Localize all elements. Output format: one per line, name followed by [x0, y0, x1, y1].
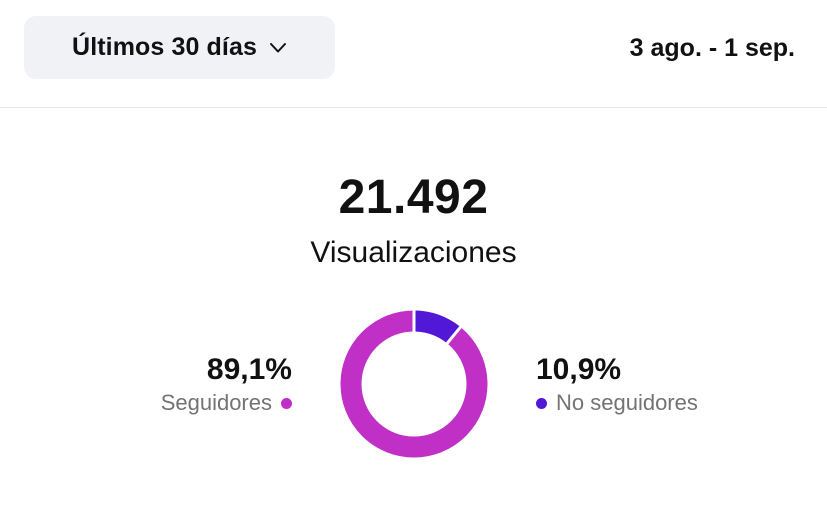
- followers-dot-icon: [281, 397, 292, 409]
- time-range-label: Últimos 30 días: [72, 33, 257, 61]
- views-total: 21.492: [338, 171, 489, 224]
- header-bar: Últimos 30 días 3 ago. - 1 sep.: [0, 0, 827, 108]
- views-donut-chart: [340, 309, 488, 458]
- date-range-text: 3 ago. - 1 sep.: [629, 34, 795, 62]
- non-followers-percent: 10,9%: [536, 353, 622, 386]
- non-followers-legend: No seguidores: [536, 388, 698, 418]
- donut-gap-end: [445, 325, 463, 346]
- followers-legend: Seguidores: [161, 388, 292, 418]
- non-followers-stat: 10,9% No seguidores: [536, 352, 698, 418]
- chevron-down-icon: [269, 42, 286, 52]
- followers-legend-label: Seguidores: [160, 390, 272, 415]
- views-label: Visualizaciones: [310, 236, 517, 269]
- donut-segment-followers: [340, 310, 488, 458]
- followers-stat: 89,1% Seguidores: [161, 352, 292, 418]
- followers-percent: 89,1%: [206, 353, 292, 386]
- non-followers-dot-icon: [536, 397, 547, 409]
- non-followers-legend-label: No seguidores: [556, 390, 698, 415]
- time-range-dropdown[interactable]: Últimos 30 días: [24, 16, 335, 79]
